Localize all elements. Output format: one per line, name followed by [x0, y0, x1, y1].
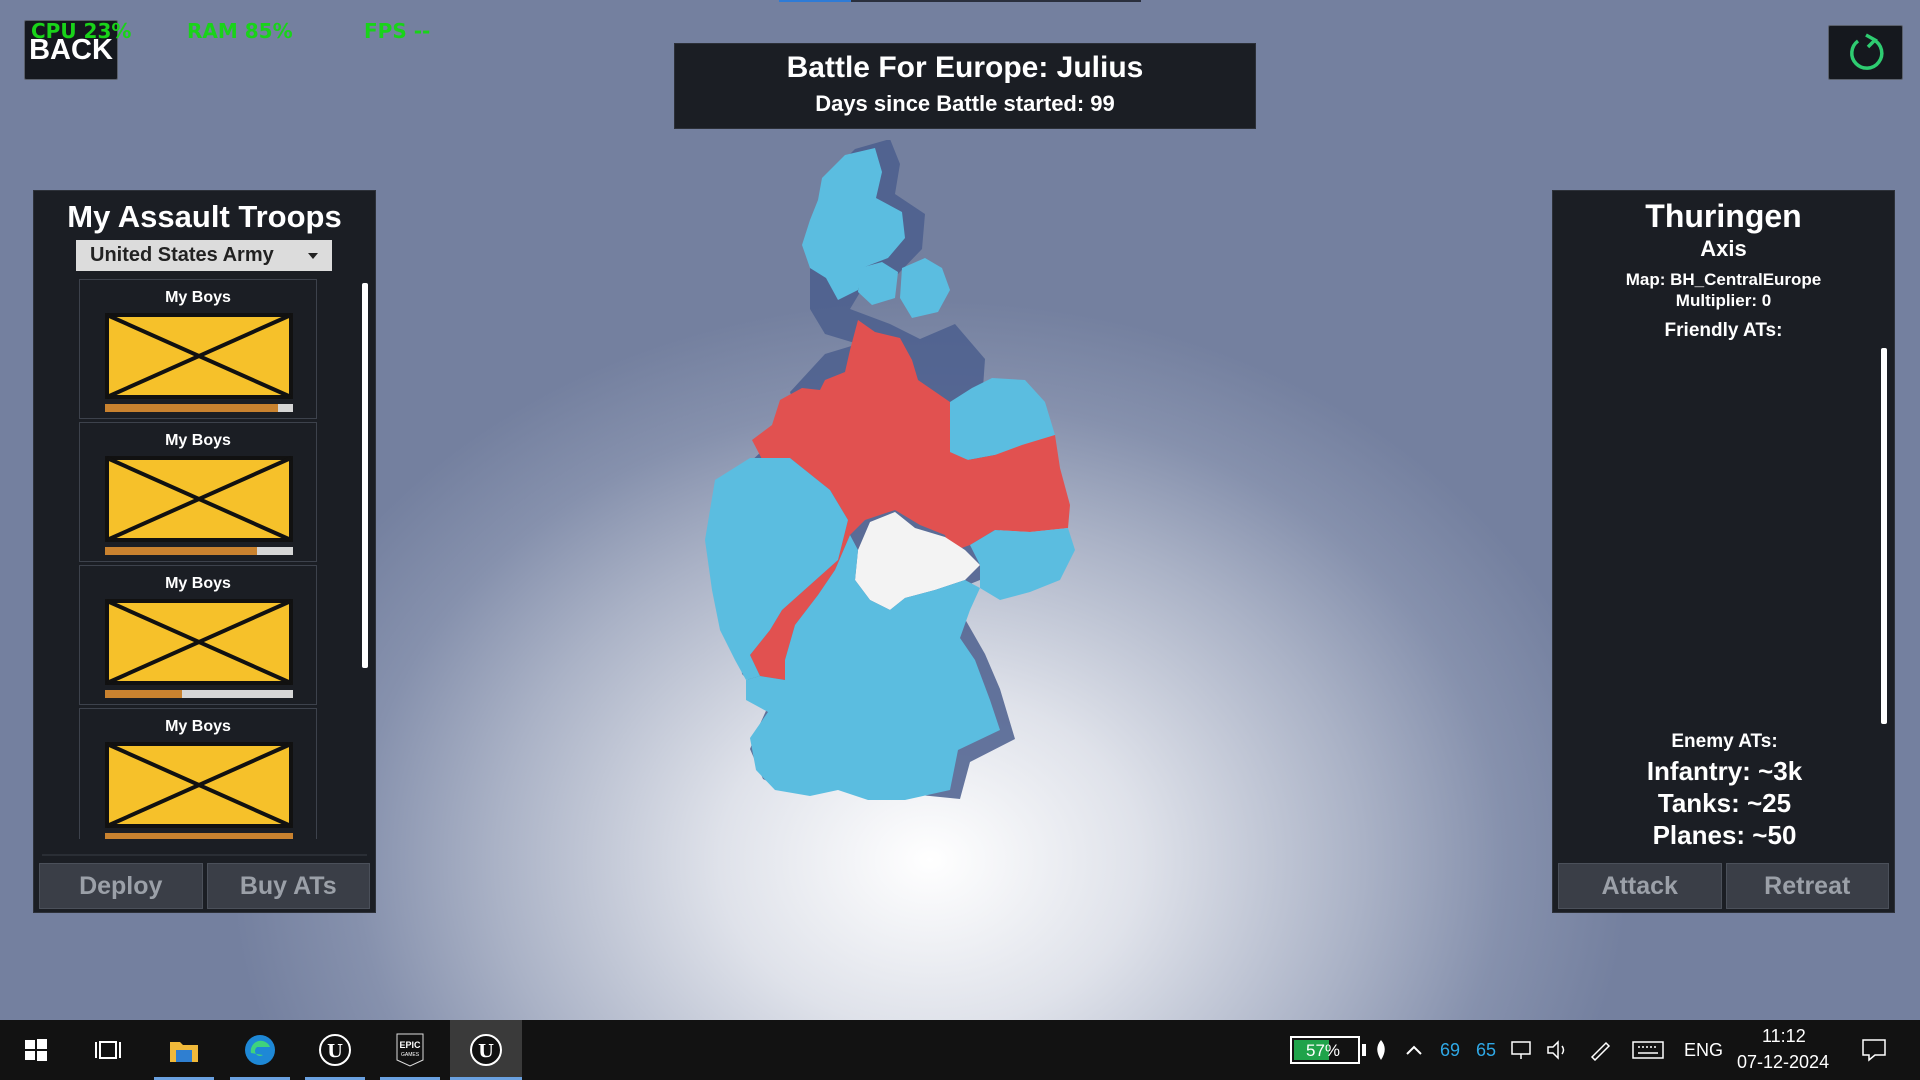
unreal-engine-icon[interactable]: U — [450, 1020, 522, 1080]
army-select[interactable]: United States Army — [76, 240, 332, 271]
battery-percent: 57% — [1306, 1041, 1341, 1060]
chevron-up-icon[interactable] — [1403, 1020, 1425, 1080]
region-south[interactable] — [746, 535, 1000, 800]
network-icon[interactable] — [1508, 1020, 1536, 1080]
tray-number[interactable]: 65 — [1476, 1040, 1497, 1060]
edge-icon[interactable] — [230, 1020, 290, 1080]
file-explorer-icon[interactable] — [154, 1020, 214, 1080]
troop-card[interactable]: My Boys — [79, 279, 317, 419]
region-axis-north[interactable] — [750, 320, 1070, 680]
task-view-icon[interactable] — [86, 1020, 130, 1080]
buy-ats-button[interactable]: Buy ATs — [206, 863, 370, 909]
svg-text:U: U — [478, 1041, 494, 1062]
army-select-value: United States Army — [90, 244, 274, 266]
pen-icon[interactable] — [1586, 1020, 1614, 1080]
clock-date[interactable]: 07-12-2024 — [1737, 1052, 1830, 1072]
troop-placeholder-image — [105, 599, 293, 685]
battle-days: Days since Battle started: 99 — [815, 91, 1115, 116]
battle-header: Battle For Europe: Julius Days since Bat… — [674, 43, 1256, 129]
troop-card[interactable]: My Boys — [79, 565, 317, 705]
troop-placeholder-image — [105, 313, 293, 399]
region-west[interactable] — [705, 458, 848, 680]
region-thuringen[interactable] — [855, 512, 980, 610]
battery-indicator[interactable]: 57% — [1290, 1036, 1360, 1064]
enemy-ats-label: Enemy ATs: — [1671, 731, 1778, 752]
top-progress-bar — [779, 0, 1141, 2]
troop-health-bar — [105, 404, 293, 412]
region-northeast[interactable] — [945, 378, 1055, 460]
fps-readout: FPS -- — [364, 19, 431, 43]
enemy-planes: Planes: ~50 — [1652, 820, 1797, 850]
assault-troops-panel: My Assault Troops United States Army My … — [33, 190, 376, 913]
battle-title: Battle For Europe: Julius — [786, 51, 1144, 84]
region-island-a[interactable] — [858, 262, 898, 305]
chevron-down-icon — [308, 253, 318, 259]
epic-games-icon[interactable]: EPIC GAMES — [380, 1020, 440, 1080]
attack-button[interactable]: Attack — [1558, 863, 1722, 909]
troop-list[interactable]: My Boys My Boys My Boys My Boys — [79, 279, 319, 839]
back-button[interactable]: BACK — [24, 20, 118, 80]
ram-readout: RAM 85% — [187, 19, 293, 43]
map-name: Map: BH_CentralEurope — [1625, 270, 1822, 289]
troop-placeholder-image — [105, 742, 293, 828]
windows-taskbar: U EPIC GAMES U 57% 69 65 ENG 11:12 07-12-… — [0, 1020, 1920, 1080]
deploy-button[interactable]: Deploy — [39, 863, 203, 909]
clock-time[interactable]: 11:12 — [1762, 1026, 1806, 1046]
troop-placeholder-image — [105, 456, 293, 542]
svg-text:U: U — [327, 1041, 343, 1062]
cpu-readout: CPU 23% — [31, 19, 132, 43]
power-icon[interactable] — [1372, 1020, 1390, 1080]
region-name: Thuringen — [1645, 198, 1802, 234]
troop-card[interactable]: My Boys — [79, 422, 317, 562]
divider — [42, 854, 367, 856]
volume-icon[interactable] — [1544, 1020, 1572, 1080]
retreat-button[interactable]: Retreat — [1725, 863, 1889, 909]
troop-health-bar — [105, 690, 293, 698]
notifications-icon[interactable] — [1856, 1020, 1892, 1080]
keyboard-icon[interactable] — [1630, 1020, 1666, 1080]
troop-name: My Boys — [165, 432, 231, 449]
troop-name: My Boys — [165, 575, 231, 592]
region-north[interactable] — [802, 148, 905, 300]
enemy-tanks: Tanks: ~25 — [1657, 788, 1792, 818]
troop-name: My Boys — [165, 718, 231, 735]
friendly-list-scrollbar[interactable] — [1881, 348, 1887, 724]
troop-name: My Boys — [165, 289, 231, 306]
friendly-ats-label: Friendly ATs: — [1664, 320, 1783, 341]
enemy-infantry: Infantry: ~3k — [1646, 756, 1803, 786]
language-indicator[interactable]: ENG — [1684, 1040, 1724, 1060]
svg-text:GAMES: GAMES — [401, 1052, 420, 1058]
region-island-b[interactable] — [900, 258, 950, 318]
unreal-engine-icon[interactable]: U — [305, 1020, 365, 1080]
europe-map[interactable] — [650, 140, 1140, 1020]
region-east[interactable] — [970, 528, 1075, 600]
troop-card[interactable]: My Boys — [79, 708, 317, 839]
multiplier: Multiplier: 0 — [1675, 291, 1772, 310]
refresh-icon — [1849, 32, 1884, 70]
troop-health-bar — [105, 833, 293, 839]
region-info-panel: Thuringen Axis Map: BH_CentralEurope Mul… — [1552, 190, 1895, 913]
svg-text:EPIC: EPIC — [399, 1040, 421, 1050]
windows-start-icon[interactable] — [14, 1020, 58, 1080]
refresh-button[interactable] — [1828, 25, 1903, 80]
region-faction: Axis — [1700, 236, 1747, 261]
panel-title: My Assault Troops — [67, 199, 342, 234]
tray-number[interactable]: 69 — [1440, 1040, 1461, 1060]
troop-health-bar — [105, 547, 293, 555]
troop-list-scrollbar[interactable] — [362, 283, 368, 668]
